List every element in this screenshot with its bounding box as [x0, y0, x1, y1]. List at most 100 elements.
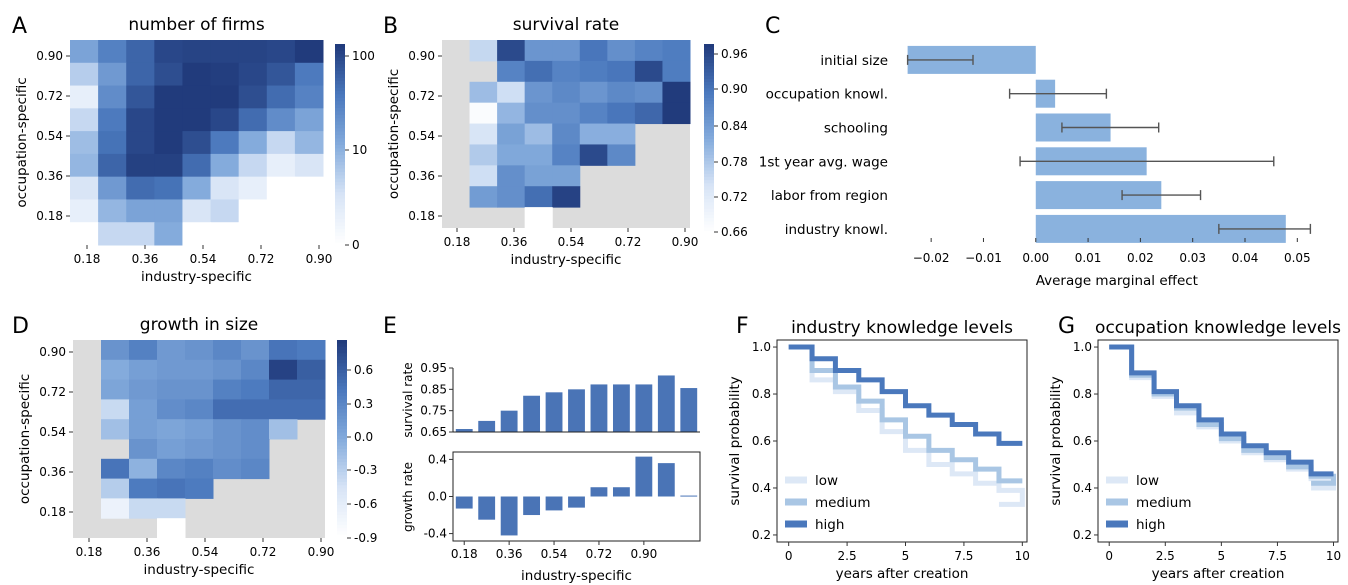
heatmap-cell — [266, 199, 296, 223]
heatmap-cell — [238, 176, 268, 200]
x-tick-label: 0.18 — [74, 252, 101, 266]
y-axis-label: growth rate — [401, 462, 415, 532]
heatmap-cell — [238, 62, 268, 87]
colorbar-segment — [335, 219, 345, 224]
bar — [455, 496, 473, 509]
colorbar-segment — [337, 409, 347, 414]
colorbar-segment — [335, 178, 345, 183]
colorbar-segment — [335, 171, 345, 176]
x-tick-label: 10 — [1015, 549, 1030, 563]
heatmap-cell — [552, 186, 581, 208]
colorbar-segment — [335, 215, 345, 220]
heatmap-cell — [70, 131, 99, 155]
colorbar-segment — [337, 406, 347, 410]
heatmap-cell — [662, 60, 691, 83]
colorbar-segment — [337, 435, 347, 440]
heatmap-cell — [607, 81, 636, 104]
heatmap-cell — [98, 131, 127, 155]
colorbar-segment — [335, 44, 345, 48]
y-tick-label: 0.2 — [1073, 528, 1092, 542]
heatmap-cell — [126, 85, 155, 109]
colorbar-segment — [704, 177, 714, 181]
bar — [657, 375, 675, 432]
colorbar-segment — [337, 432, 347, 437]
colorbar-segment — [335, 182, 345, 186]
x-tick-label: 0.90 — [672, 235, 699, 249]
colorbar-segment — [704, 104, 714, 108]
x-tick-label: 7.5 — [954, 549, 973, 563]
heatmap-cell — [70, 40, 99, 64]
panel-label-a: A — [12, 14, 27, 39]
colorbar-segment — [337, 439, 347, 443]
heatmap-cell — [182, 62, 212, 87]
y-tick-label: 0.0 — [428, 490, 447, 504]
colorbar-segment — [704, 135, 714, 140]
colorbar-segment — [337, 478, 347, 483]
y-tick-label: 0.72 — [408, 89, 435, 103]
bar — [545, 496, 563, 511]
colorbar-segment — [335, 222, 345, 227]
y-tick-label: 0.54 — [39, 425, 66, 439]
colorbar-segment — [335, 101, 345, 106]
colorbar-tick-label: 0.78 — [721, 155, 748, 169]
heatmap-cell — [552, 165, 581, 187]
colorbar-segment — [337, 399, 347, 404]
x-tick-label: 0.36 — [134, 545, 161, 559]
heatmap-cell — [266, 85, 296, 109]
heatmap-cell — [579, 40, 608, 62]
x-tick-label: 0.90 — [306, 252, 333, 266]
y-tick-label: 0.65 — [420, 425, 447, 439]
colorbar-segment — [704, 221, 714, 226]
colorbar-segment — [335, 225, 345, 230]
bar — [635, 456, 653, 497]
colorbar-segment — [704, 107, 714, 112]
series-line-medium — [788, 344, 1023, 484]
y-tick-label: 0.54 — [408, 129, 435, 143]
heatmap-cell — [154, 176, 183, 200]
colorbar-segment — [337, 511, 347, 516]
colorbar-segment — [335, 64, 345, 69]
x-tick-label: 0.54 — [558, 235, 585, 249]
x-tick-label: 0 — [1105, 549, 1113, 563]
heatmap-cell — [210, 153, 240, 178]
series-line-high — [1109, 344, 1334, 477]
y-tick-label: 0.85 — [420, 382, 447, 396]
colorbar-segment — [335, 118, 345, 123]
heatmap-cell — [662, 40, 691, 62]
colorbar-segment — [704, 180, 714, 184]
heatmap-cell — [101, 340, 130, 361]
heatmap-cell — [269, 359, 298, 381]
panel-a: number of firms 0.18 0.36 0.54 0.72 0.90 0.90 0… — [14, 15, 375, 285]
colorbar-segment — [335, 74, 345, 79]
x-tick-label: 0.18 — [444, 235, 471, 249]
heatmap-cell — [238, 108, 268, 132]
x-tick-label: 0.05 — [1284, 251, 1311, 265]
y-tick-label: 0.18 — [408, 209, 435, 223]
colorbar-segment — [335, 60, 345, 65]
heatmap-cell — [126, 153, 155, 178]
heatmap-cell — [210, 108, 240, 132]
x-tick-label: 0.03 — [1179, 251, 1206, 265]
heatmap-cell — [266, 40, 296, 64]
heatmap-cell — [634, 81, 663, 104]
heatmap-cell — [524, 102, 553, 125]
heatmap-cell — [524, 123, 553, 145]
bar — [612, 487, 630, 497]
heatmap-cell — [129, 379, 158, 400]
heatmap-cell — [70, 153, 99, 178]
heatmap-cell — [266, 131, 296, 155]
colorbar-segment — [337, 429, 347, 433]
heatmap-cell — [497, 144, 526, 166]
heatmap-cell — [154, 85, 183, 109]
heatmap-cell — [469, 144, 498, 166]
colorbar-segment — [335, 70, 345, 75]
heatmap-cell — [157, 340, 186, 361]
x-axis-label: industry-specific — [521, 568, 632, 584]
y-tick-label: 1.0 — [752, 340, 771, 354]
heatmap-cell — [607, 102, 636, 125]
x-axis-label: Average marginal effect — [1036, 273, 1198, 289]
series-line-high — [788, 344, 1023, 446]
heatmap-cell — [210, 85, 240, 109]
colorbar-tick-label: -0.3 — [354, 463, 377, 477]
heatmap-cell — [98, 153, 127, 178]
